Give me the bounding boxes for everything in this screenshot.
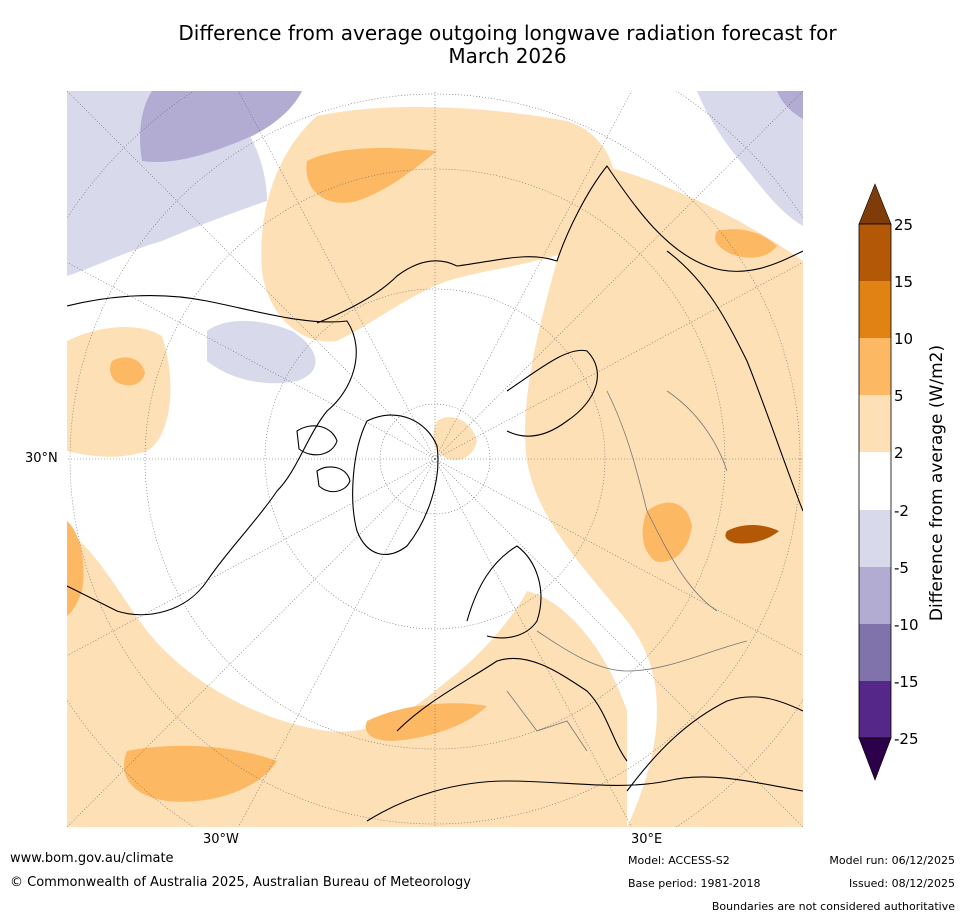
anomaly-neg-canada (207, 320, 316, 384)
footer-disclaimer: Boundaries are not considered authoritat… (711, 900, 955, 913)
colorbar-tick-neg-15: -15 (894, 673, 919, 691)
colorbar-tick-5: 5 (894, 387, 904, 405)
colorbar-15-25 (859, 224, 891, 281)
footer-copyright: © Commonwealth of Australia 2025, Austra… (10, 875, 471, 890)
colorbar-tick-neg-5: -5 (894, 559, 909, 577)
coast-eurasia-north (456, 165, 803, 272)
coast-asia-east (666, 250, 803, 512)
colorbar-neutral (859, 452, 891, 510)
coast-scandinavia (466, 545, 542, 639)
footer-model-run: Model run: 06/12/2025 (829, 854, 955, 867)
colorbar-over-arrow (858, 183, 892, 225)
colorbar-tick-2: 2 (894, 444, 904, 462)
colorbar-under-arrow (858, 737, 892, 781)
colorbar-tick-neg-10: -10 (894, 616, 919, 634)
anomaly-pos-mediterranean (365, 703, 487, 741)
colorbar-neg-2-5 (859, 510, 891, 567)
country-borders (506, 390, 748, 752)
footer-issued: Issued: 08/12/2025 (848, 877, 955, 890)
coast-africa-north (366, 776, 803, 822)
coast-arabia (626, 696, 803, 792)
colorbar-title: Difference from average (W/m2) (927, 344, 947, 622)
footer-base-period: Base period: 1981-2018 (628, 877, 761, 890)
colorbar (858, 183, 892, 781)
anomaly-pos-central-asia (642, 502, 692, 562)
coast-north-america-arctic (67, 295, 357, 616)
lon-label-30e: 30°E (631, 832, 663, 847)
graticule (67, 91, 803, 827)
coast-arctic-islands (296, 425, 351, 493)
colorbar-tick-25: 25 (894, 216, 914, 234)
colorbar-tick-neg-25: -25 (894, 730, 919, 748)
footer-url: www.bom.gov.au/climate (10, 851, 174, 866)
anomaly-pos-west-pacific-strong (110, 357, 145, 386)
anomaly-neg-northeast-strong (777, 91, 803, 119)
colorbar-2-5 (859, 395, 891, 452)
colorbar-neg-10-15 (859, 624, 891, 681)
colorbar-neg-5-10 (859, 567, 891, 624)
polar-map (67, 91, 803, 827)
coast-europe (396, 657, 628, 762)
chart-title: Difference from average outgoing longwav… (0, 22, 965, 68)
anomaly-neg-northwest-strong (140, 91, 302, 162)
colorbar-tick-10: 10 (894, 330, 914, 348)
colorbar-tick-neg-2: -2 (894, 502, 909, 520)
anomaly-pos-subtropical-atlantic (123, 745, 277, 802)
anomaly-pos-asia (525, 161, 803, 827)
coast-alaska (316, 260, 458, 324)
title-line-1: Difference from average outgoing longwav… (178, 21, 837, 45)
anomaly-neg-northeast (697, 91, 803, 226)
colorbar-10-15 (859, 281, 891, 338)
title-line-2: March 2026 (448, 44, 567, 68)
anomaly-pos-west-pacific (67, 326, 171, 457)
colorbar-tick-15: 15 (894, 273, 914, 291)
anomaly-pos-northeast-asia (715, 229, 777, 258)
coastlines (67, 165, 803, 822)
colorbar-neg-15-25 (859, 681, 891, 738)
anomaly-pos-greenland-sea (433, 417, 477, 461)
lon-label-30w: 30°W (203, 832, 239, 847)
footer-model: Model: ACCESS-S2 (628, 854, 730, 867)
lat-label-30n: 30°N (25, 451, 58, 466)
anomaly-pos-india (725, 525, 779, 544)
coast-greenland (352, 414, 439, 555)
colorbar-5-10 (859, 338, 891, 395)
anomaly-pos-north-pacific-strong (306, 148, 437, 203)
coast-siberia (506, 349, 598, 437)
